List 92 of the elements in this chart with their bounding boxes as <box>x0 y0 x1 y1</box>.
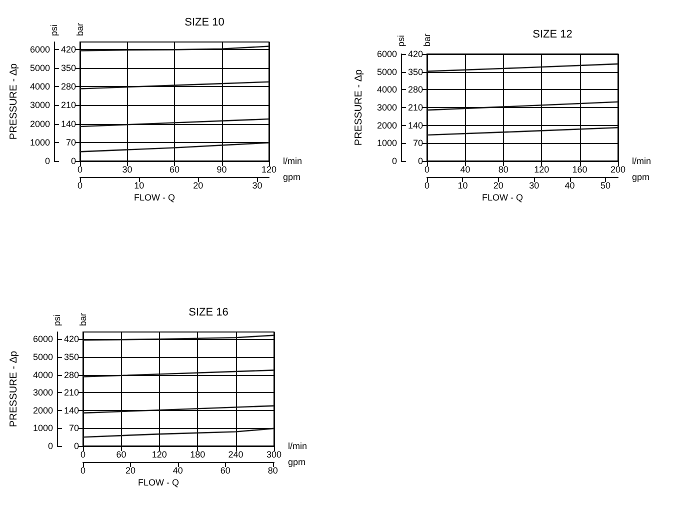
y2-tick-label: 280 <box>408 84 423 95</box>
x-axis-title: FLOW - Q <box>138 478 179 488</box>
x-tick-label: 30 <box>122 164 132 174</box>
y-tick-label: 0 <box>44 156 50 166</box>
x2-tick-label: 0 <box>424 180 430 190</box>
y-tick-label: 6000 <box>32 334 53 344</box>
x-tick-label: 160 <box>572 164 588 174</box>
x2-tick-label: 10 <box>134 180 144 190</box>
chart-title: SIZE 16 <box>188 306 228 318</box>
x2-tick-label: 20 <box>193 180 204 190</box>
y2-tick-label: 210 <box>60 100 76 110</box>
y2-tick-label: 210 <box>408 102 423 112</box>
y-axis-title: PRESSURE - Δp <box>8 62 20 140</box>
y-tick-label: 0 <box>392 156 397 166</box>
x2-tick-label: 0 <box>80 466 86 476</box>
x-axis-title: FLOW - Q <box>134 192 175 202</box>
y-tick-label: 2000 <box>30 118 50 129</box>
x2-tick-label: 30 <box>529 180 540 190</box>
chart-title: SIZE 10 <box>184 16 224 28</box>
x-tick-label: 90 <box>216 164 227 174</box>
text: psi <box>396 35 406 47</box>
y-tick-label: 4000 <box>30 82 50 92</box>
y-axis-title: PRESSURE - Δp <box>8 350 20 428</box>
text: bar <box>75 22 85 36</box>
x2-tick-label: 60 <box>220 466 230 476</box>
y2-tick-label: 140 <box>60 118 76 129</box>
y2-tick-label: 420 <box>60 44 76 54</box>
y-tick-label: 3000 <box>376 102 397 112</box>
x-axis-title: FLOW - Q <box>482 192 523 202</box>
text: l/min <box>283 156 302 166</box>
text: l/min <box>632 156 652 166</box>
x-tick-label: 80 <box>498 164 508 174</box>
y2-tick-label: 70 <box>412 138 423 148</box>
y2-tick-label: 140 <box>408 120 423 130</box>
y2-tick-label: 280 <box>64 370 79 380</box>
text: bar <box>422 34 432 47</box>
y-tick-label: 1000 <box>32 423 53 434</box>
y2-tick-label: 140 <box>64 405 79 416</box>
y-tick-label: 6000 <box>30 44 50 54</box>
x-tick-label: 120 <box>534 164 550 174</box>
x2-tick-label: 10 <box>458 180 468 190</box>
y2-tick-label: 350 <box>64 352 79 362</box>
x-tick-label: 0 <box>424 164 430 174</box>
x2-tick-label: 80 <box>268 466 278 476</box>
x2-tick-label: 40 <box>172 466 183 476</box>
y-tick-label: 2000 <box>376 120 397 130</box>
x2-tick-label: 50 <box>600 180 611 190</box>
y2-tick-label: 210 <box>64 388 79 398</box>
x-tick-label: 0 <box>80 450 86 460</box>
y-tick-label: 4000 <box>376 84 397 95</box>
x2-tick-label: 0 <box>77 180 83 190</box>
y-tick-label: 2000 <box>32 405 53 416</box>
y-tick-label: 3000 <box>30 100 50 110</box>
x2-tick-label: 20 <box>493 180 504 190</box>
x2-tick-label: 40 <box>564 180 575 190</box>
y-tick-label: 4000 <box>32 370 53 380</box>
text: gpm <box>283 172 301 182</box>
x-tick-label: 200 <box>610 164 626 174</box>
x-tick-label: 60 <box>169 164 180 174</box>
text: psi <box>52 314 62 326</box>
y2-tick-label: 420 <box>64 334 79 344</box>
y-tick-label: 0 <box>48 441 53 451</box>
y-tick-label: 3000 <box>32 388 53 398</box>
x-tick-label: 40 <box>460 164 470 174</box>
y2-tick-label: 70 <box>68 423 79 434</box>
y-tick-label: 5000 <box>32 352 53 362</box>
text: bar <box>78 312 88 326</box>
y-tick-label: 1000 <box>30 137 50 148</box>
y2-tick-label: 70 <box>66 137 76 148</box>
text: l/min <box>288 441 308 451</box>
text: psi <box>49 24 59 36</box>
y2-tick-label: 350 <box>408 66 423 77</box>
x2-tick-label: 20 <box>125 466 136 476</box>
y-tick-label: 6000 <box>376 49 397 59</box>
y2-tick-label: 350 <box>60 63 76 74</box>
x2-tick-label: 30 <box>252 180 262 190</box>
y-tick-label: 5000 <box>376 66 397 77</box>
x-tick-label: 0 <box>77 164 83 174</box>
x-tick-label: 120 <box>261 164 277 174</box>
x-tick-label: 60 <box>116 450 126 460</box>
y2-tick-label: 420 <box>408 49 423 59</box>
x-tick-label: 180 <box>190 450 206 460</box>
x-tick-label: 120 <box>152 450 167 460</box>
y2-tick-label: 280 <box>60 82 76 92</box>
x-tick-label: 240 <box>228 450 244 460</box>
y-tick-label: 5000 <box>30 63 50 74</box>
x-tick-label: 300 <box>266 450 282 460</box>
text: gpm <box>632 172 650 182</box>
y-tick-label: 1000 <box>376 138 397 148</box>
y-axis-title: PRESSURE - Δp <box>354 68 364 146</box>
text: gpm <box>288 457 306 467</box>
chart-title: SIZE 12 <box>532 28 572 40</box>
